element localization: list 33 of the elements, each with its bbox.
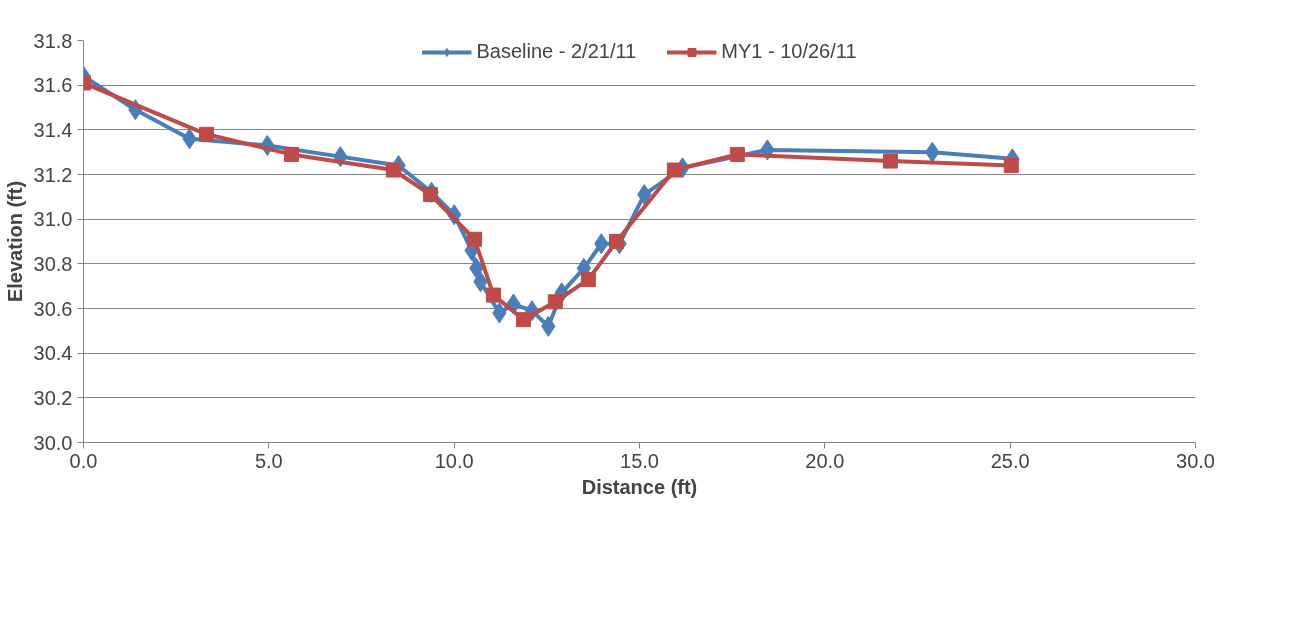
point xyxy=(547,294,563,310)
point xyxy=(666,162,682,178)
point xyxy=(609,234,625,249)
point xyxy=(1003,158,1019,174)
point xyxy=(385,162,401,178)
x-tick-label: 10.0 xyxy=(434,449,474,472)
x-tick-label: 25.0 xyxy=(990,449,1030,472)
point xyxy=(283,146,299,162)
y-axis-title: Elevation (ft) xyxy=(3,180,26,303)
point xyxy=(485,287,501,303)
point xyxy=(199,126,215,142)
point xyxy=(422,187,438,203)
y-tick-label: 31.4 xyxy=(33,118,73,141)
legend-label: MY1 - 10/26/11 xyxy=(721,40,857,63)
x-tick-label: 20.0 xyxy=(805,449,845,472)
y-tick-label: 30.6 xyxy=(33,297,73,320)
point xyxy=(729,146,745,162)
y-tick-label: 31.2 xyxy=(33,163,73,186)
y-tick-label: 30.4 xyxy=(33,342,73,365)
point xyxy=(580,271,596,287)
x-axis-title: Distance (ft) xyxy=(581,475,698,498)
y-tick-label: 31.0 xyxy=(33,208,73,231)
y-tick-label: 30.2 xyxy=(33,386,73,409)
y-tick-label: 30.8 xyxy=(33,252,73,275)
y-tick-label: 31.6 xyxy=(33,74,73,97)
x-tick-label: 5.0 xyxy=(254,449,283,472)
point xyxy=(467,231,483,247)
y-tick-label: 31.8 xyxy=(33,29,73,52)
x-tick-label: 15.0 xyxy=(620,449,659,472)
point xyxy=(515,312,531,328)
legend-label: Baseline - 2/21/11 xyxy=(476,40,637,63)
x-tick-label: 30.0 xyxy=(1176,449,1215,472)
point xyxy=(882,153,898,169)
